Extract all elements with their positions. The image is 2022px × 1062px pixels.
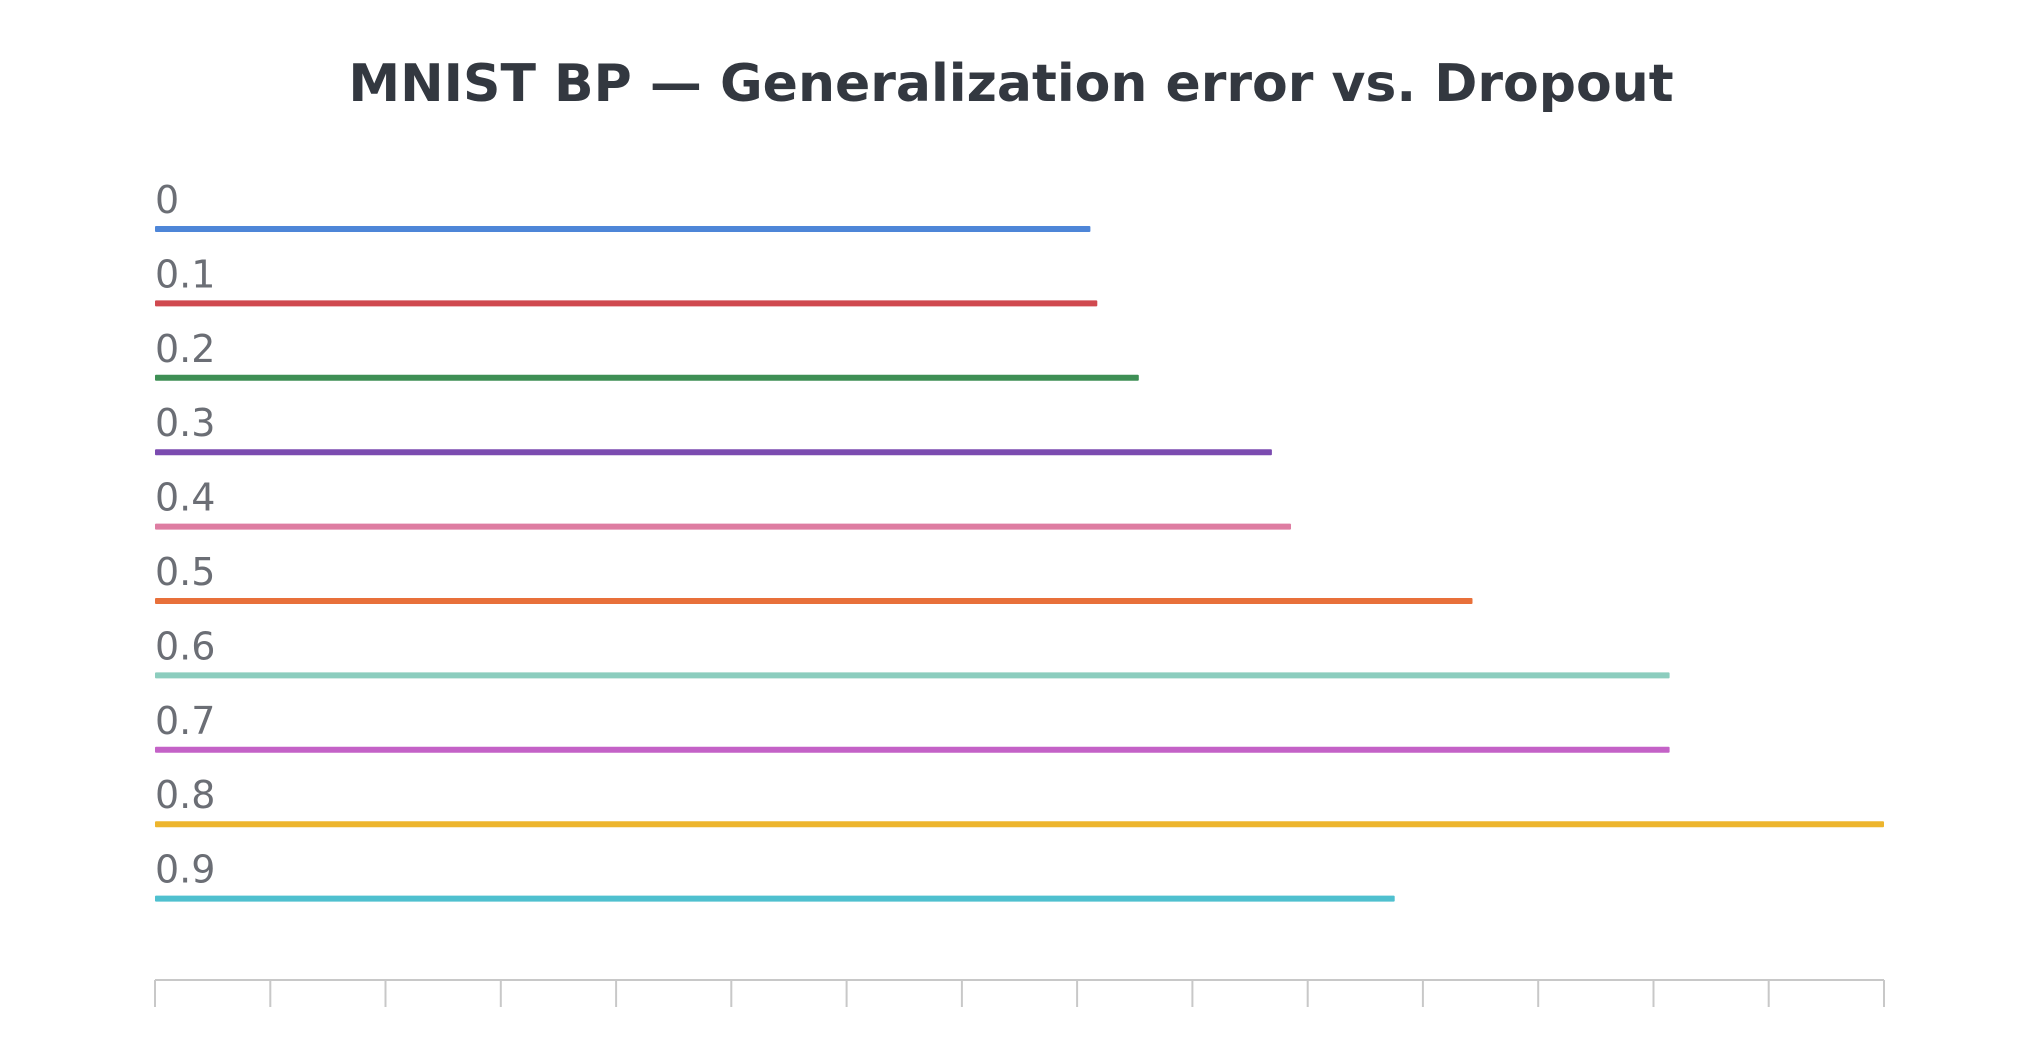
bar[interactable]	[155, 895, 1395, 902]
bar[interactable]	[155, 300, 1098, 307]
bars-layer: 0 0.1 0.2 0.3 0.4 0.5 0.6 0.7 0.8 0.9	[155, 178, 1884, 902]
bar[interactable]	[155, 598, 1473, 604]
bar[interactable]	[155, 523, 1291, 530]
category-label: 0.9	[155, 848, 215, 892]
category-label: 0.4	[155, 476, 215, 520]
category-label: 0.7	[155, 699, 215, 743]
bar[interactable]	[155, 746, 1670, 753]
x-axis	[154, 979, 1885, 1007]
category-label: 0.2	[155, 327, 215, 371]
bar[interactable]	[155, 672, 1670, 679]
category-label: 0	[155, 178, 179, 222]
chart-title: MNIST BP — Generalization error vs. Drop…	[348, 54, 1673, 114]
bar[interactable]	[155, 449, 1272, 456]
category-label: 0.1	[155, 252, 215, 296]
category-label: 0.8	[155, 773, 215, 817]
category-label: 0.3	[155, 401, 215, 445]
bar[interactable]	[155, 226, 1091, 232]
bar[interactable]	[155, 821, 1884, 828]
category-label: 0.5	[155, 550, 215, 594]
category-label: 0.6	[155, 624, 215, 668]
bar[interactable]	[155, 374, 1139, 381]
